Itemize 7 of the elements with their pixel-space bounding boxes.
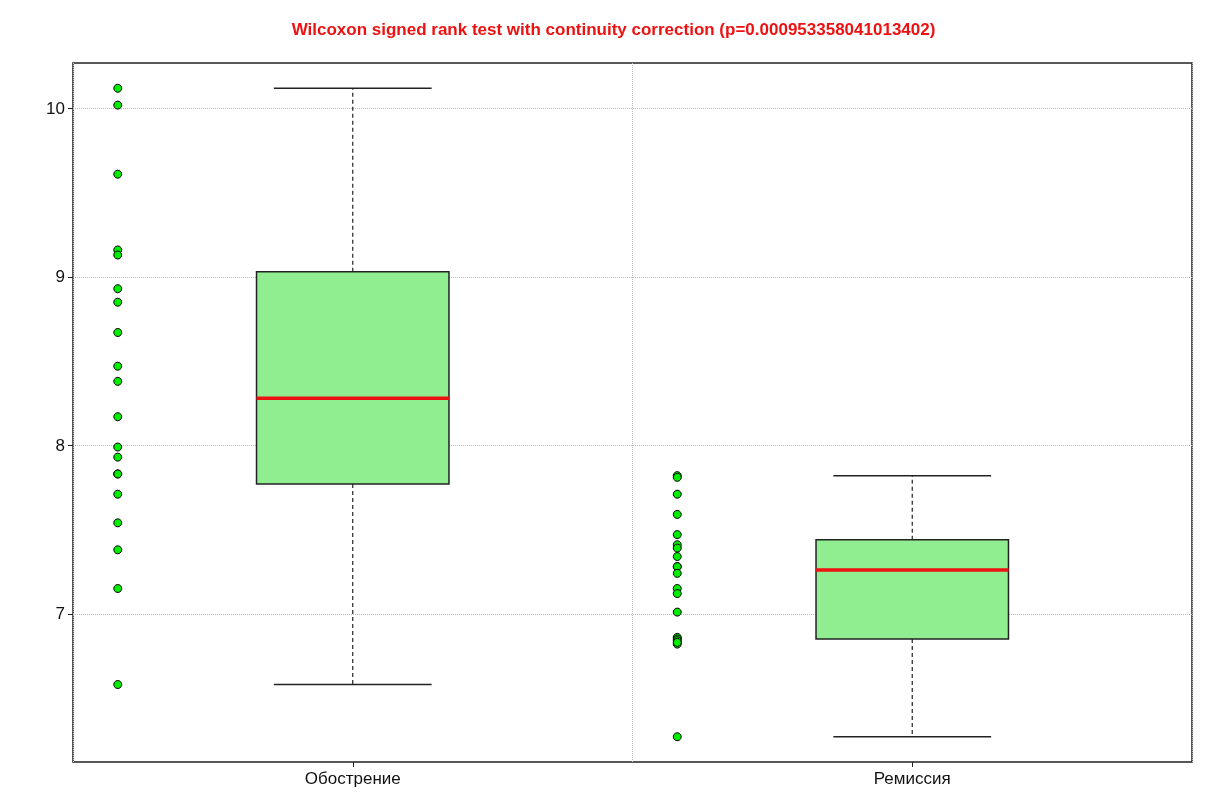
y-tick-label: 7 [55,604,65,624]
y-tick-label: 9 [55,267,65,287]
chart-title: Wilcoxon signed rank test with continuity correction (p=0.000953358041013402) [291,20,936,39]
x-tick-label: Ремиссия [873,769,951,788]
x-tick-label: Обострение [304,769,401,788]
y-tick-label: 8 [55,435,65,455]
y-tick-label: 10 [46,98,65,118]
